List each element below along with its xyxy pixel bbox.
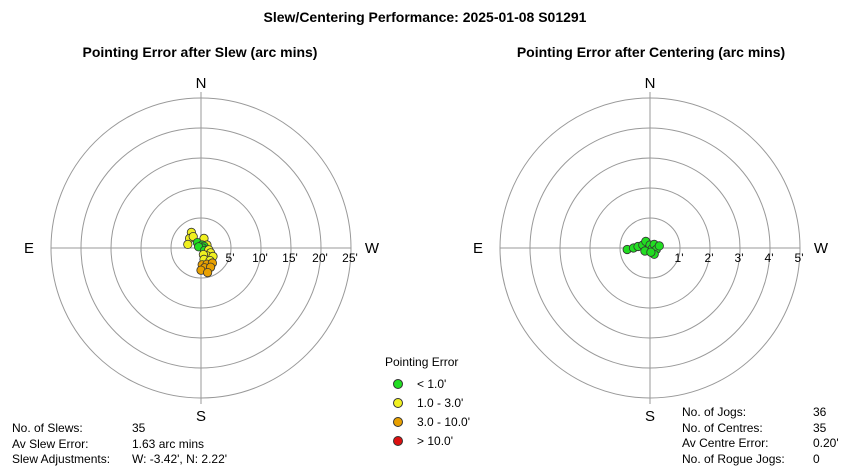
legend-item: 3.0 - 10.0' bbox=[380, 412, 470, 431]
stat-row: No. of Centres: 35 bbox=[682, 421, 839, 437]
stat-row: No. of Jogs: 36 bbox=[682, 405, 839, 421]
ring-label: 3' bbox=[735, 251, 744, 265]
ring-label: 15' bbox=[282, 251, 298, 265]
legend-swatch-icon bbox=[393, 397, 403, 408]
legend-label: < 1.0' bbox=[417, 376, 447, 391]
data-point bbox=[183, 239, 193, 249]
stat-label: No. of Slews: bbox=[12, 421, 83, 435]
ring-label: 5' bbox=[226, 251, 235, 265]
legend-item: > 10.0' bbox=[380, 431, 470, 450]
stat-label: Av Centre Error: bbox=[682, 436, 769, 450]
stat-value: 1.63 arc mins bbox=[132, 436, 205, 451]
stat-row: Av Slew Error: 1.63 arc mins bbox=[12, 437, 227, 453]
legend-label: 3.0 - 10.0' bbox=[417, 414, 470, 429]
legend-label: > 10.0' bbox=[417, 433, 453, 448]
stat-label: No. of Jogs: bbox=[682, 405, 747, 419]
data-point bbox=[654, 241, 664, 251]
stat-value: W: -3.42', N: 2.22' bbox=[132, 452, 228, 466]
west-label: W bbox=[814, 240, 829, 257]
stat-value: 35 bbox=[132, 421, 146, 435]
north-label: N bbox=[196, 75, 207, 92]
data-point bbox=[646, 247, 656, 257]
ring-label: 2' bbox=[705, 251, 714, 265]
stat-value: 35 bbox=[813, 420, 827, 435]
page-title: Slew/Centering Performance: 2025-01-08 S… bbox=[263, 9, 587, 25]
east-label: E bbox=[473, 240, 483, 257]
stat-value: 0.20' bbox=[813, 436, 839, 450]
south-label: S bbox=[196, 408, 206, 425]
legend-title: Pointing Error bbox=[385, 355, 459, 369]
ring-label: 20' bbox=[312, 251, 328, 265]
stat-row: No. of Slews: 35 bbox=[12, 421, 227, 437]
ring-label: 5' bbox=[795, 251, 804, 265]
ring-label: 25' bbox=[342, 251, 358, 265]
legend-swatch-icon bbox=[393, 378, 403, 389]
data-point bbox=[203, 267, 213, 278]
stat-label: No. of Rogue Jogs: bbox=[682, 451, 785, 466]
ring-label: 10' bbox=[252, 251, 268, 265]
stat-label: Av Slew Error: bbox=[12, 436, 89, 451]
slew-stats: No. of Slews: 35 Av Slew Error: 1.63 arc… bbox=[12, 421, 227, 468]
legend-item: 1.0 - 3.0' bbox=[380, 393, 470, 412]
stat-label: No. of Centres: bbox=[682, 420, 763, 435]
stat-row: No. of Rogue Jogs: 0 bbox=[682, 452, 839, 468]
slew-polar-plot: 5' 10' 15' 20' 25' N S E W bbox=[24, 75, 380, 425]
stat-label: Slew Adjustments: bbox=[12, 452, 111, 466]
legend: Pointing Error < 1.0' 1.0 - 3.0' 3.0 - 1… bbox=[380, 355, 470, 450]
stat-value: 0 bbox=[813, 451, 820, 466]
west-label: W bbox=[365, 240, 380, 257]
legend-label: 1.0 - 3.0' bbox=[417, 395, 464, 410]
ring-label: 1' bbox=[675, 251, 684, 265]
ring-label: 4' bbox=[765, 251, 774, 265]
legend-item: < 1.0' bbox=[380, 374, 470, 393]
legend-swatch-icon bbox=[393, 435, 403, 446]
slew-chart-title: Pointing Error after Slew (arc mins) bbox=[82, 44, 318, 60]
legend-swatch-icon bbox=[393, 416, 403, 427]
centering-chart-title: Pointing Error after Centering (arc mins… bbox=[516, 44, 786, 60]
centering-polar-plot: 1' 2' 3' 4' 5' N S E W bbox=[473, 75, 829, 425]
stat-row: Slew Adjustments: W: -3.42', N: 2.22' bbox=[12, 452, 227, 468]
stat-row: Av Centre Error: 0.20' bbox=[682, 436, 839, 452]
south-label: S bbox=[645, 408, 655, 425]
north-label: N bbox=[645, 75, 656, 92]
centering-stats: No. of Jogs: 36 No. of Centres: 35 Av Ce… bbox=[682, 405, 839, 467]
east-label: E bbox=[24, 240, 34, 257]
stat-value: 36 bbox=[813, 405, 827, 419]
